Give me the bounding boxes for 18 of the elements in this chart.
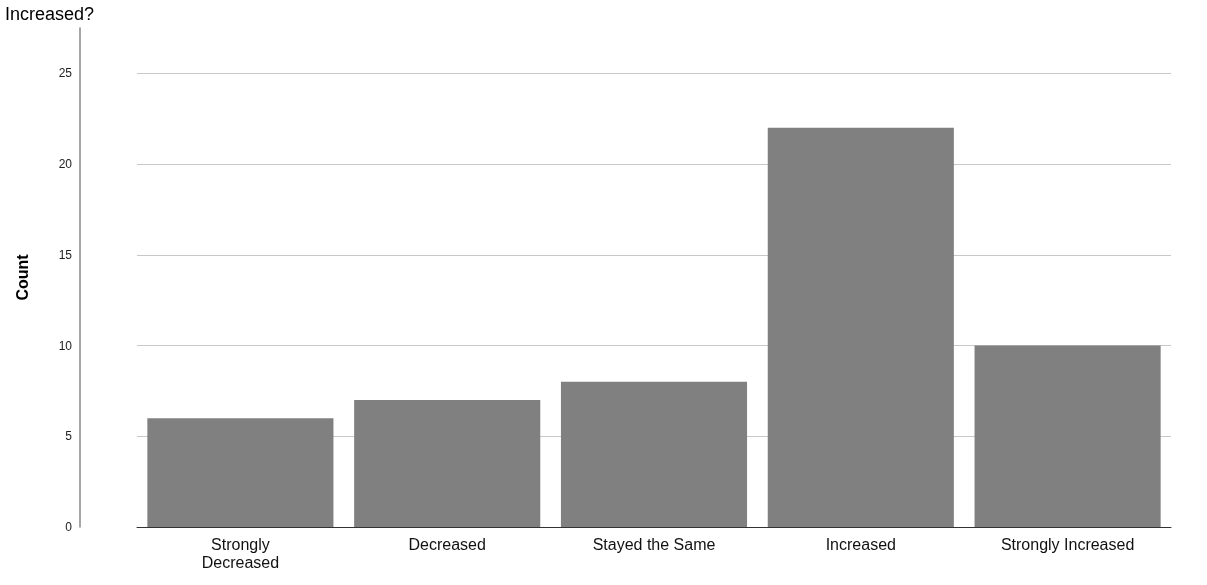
y-tick-label: 5 bbox=[65, 429, 73, 444]
bar bbox=[147, 418, 334, 527]
x-tick-label: Stayed the Same bbox=[592, 535, 716, 553]
x-tick-label: Strongly Decreased bbox=[201, 535, 280, 571]
bar bbox=[767, 127, 954, 527]
x-tick-label: Decreased bbox=[408, 535, 486, 553]
chart-title: Increased? bbox=[5, 4, 95, 24]
y-tick-label: 25 bbox=[58, 66, 73, 81]
x-tick-label: Increased bbox=[825, 535, 896, 553]
y-tick-label: 20 bbox=[58, 157, 73, 172]
y-axis-title: Count bbox=[13, 253, 31, 301]
bar bbox=[354, 399, 541, 527]
x-tick-label: Strongly Increased bbox=[1000, 535, 1135, 553]
y-tick-label: 0 bbox=[65, 520, 73, 534]
bar bbox=[560, 381, 748, 527]
bar bbox=[974, 345, 1161, 527]
y-tick-label: 10 bbox=[58, 338, 73, 353]
y-tick-label: 15 bbox=[58, 247, 73, 262]
